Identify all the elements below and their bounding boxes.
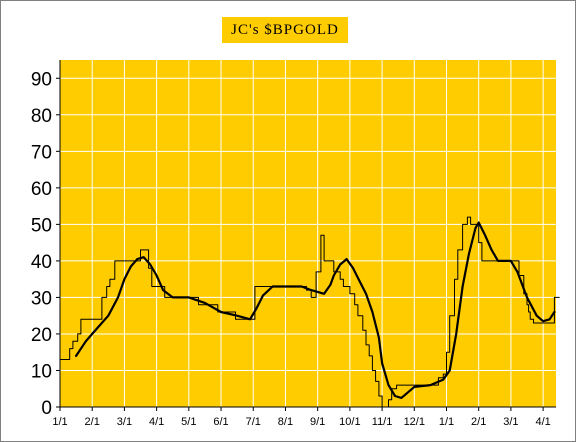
x-tick-label: 5/1: [181, 416, 196, 428]
x-tick-label: 12/1: [404, 416, 425, 428]
y-tick-label: 60: [31, 179, 52, 200]
x-tick-label: 2/1: [85, 416, 100, 428]
chart-title-box: JC's $BPGOLD: [222, 17, 348, 43]
x-tick-labels: 1/1 2/1 3/1 4/1 5/1 6/1 7/1 8/1 9/1 10/1 11/1 12/1 1…: [52, 416, 550, 428]
x-tick-label: 9/1: [310, 416, 325, 428]
x-tick-label: 1/1: [439, 416, 454, 428]
y-tick-label: 50: [31, 215, 52, 236]
x-tick-label: 7/1: [246, 416, 261, 428]
x-tick-label: 8/1: [278, 416, 293, 428]
y-tick-label: 90: [31, 69, 52, 90]
plot-area: [60, 60, 556, 407]
series-lines: [59, 216, 560, 408]
x-tick-label: 3/1: [117, 416, 132, 428]
y-tick-label: 20: [31, 325, 52, 346]
series-line-smooth: [75, 221, 556, 399]
chart-title: JC's $BPGOLD: [231, 21, 339, 38]
x-tick-label: 1/1: [52, 416, 67, 428]
y-tick-label: 80: [31, 106, 52, 127]
series-line-step: [59, 216, 560, 408]
y-tick-label: 0: [41, 398, 52, 419]
y-tick-label: 30: [31, 288, 52, 309]
x-tick-label: 2/1: [471, 416, 486, 428]
y-tick-label: 40: [31, 252, 52, 273]
x-tick-label: 3/1: [503, 416, 518, 428]
y-tick-label: 10: [31, 361, 52, 382]
x-tick-label: 10/1: [339, 416, 360, 428]
x-tick-label: 6/1: [213, 416, 228, 428]
y-tick-label: 70: [31, 142, 52, 163]
axes: [56, 60, 556, 411]
x-tick-label: 11/1: [372, 416, 393, 428]
y-tick-labels: 0 10 20 30 40 50 60 70 80 90: [31, 69, 52, 419]
x-tick-label: 4/1: [149, 416, 164, 428]
x-tick-label: 4/1: [535, 416, 550, 428]
